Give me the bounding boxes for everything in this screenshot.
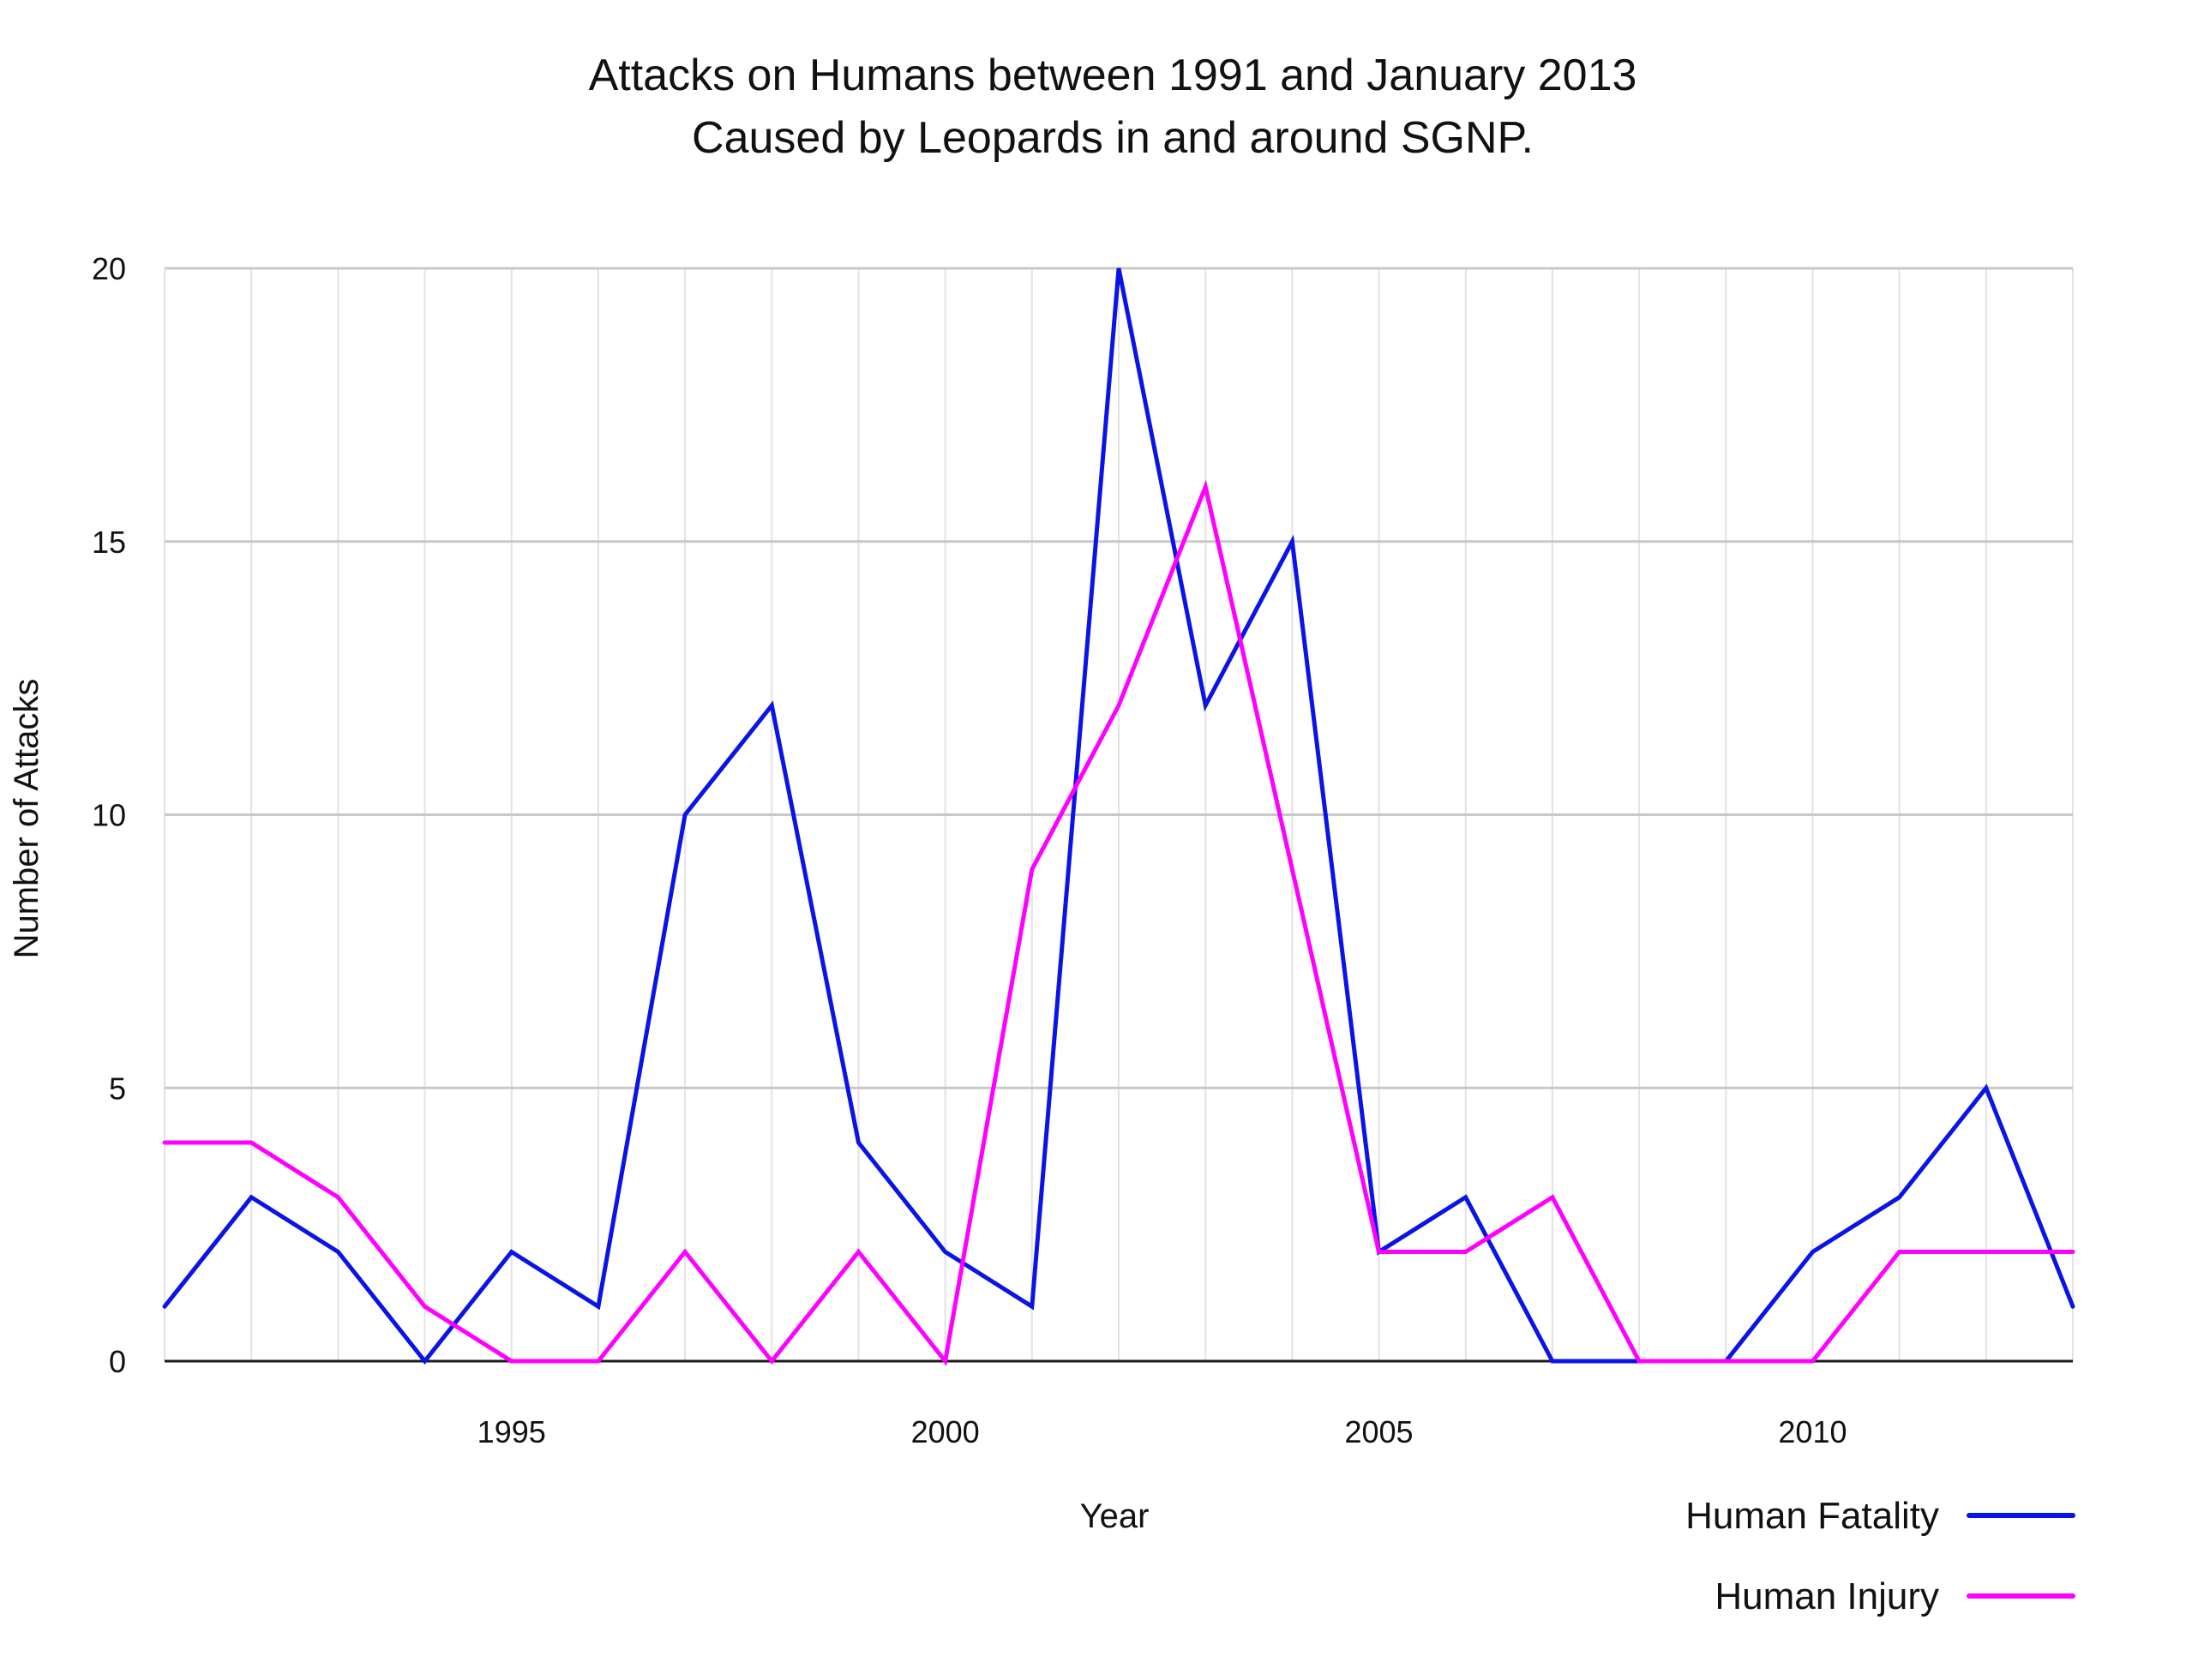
- y-tick-label: 0: [109, 1344, 126, 1379]
- legend-label: Human Injury: [1715, 1575, 1939, 1617]
- y-tick-label: 20: [92, 251, 126, 286]
- y-axis-ticks: 0 5 10 15 20: [92, 251, 126, 1379]
- x-tick-label: 2000: [911, 1414, 980, 1449]
- series-line-human-fatality: [162, 267, 2075, 1365]
- series-lines: [162, 267, 2075, 1366]
- y-tick-label: 5: [109, 1071, 126, 1106]
- series-line-human-injury: [162, 479, 2075, 1366]
- x-axis-ticks: 1995 2000 2005 2010: [477, 1414, 1847, 1449]
- x-tick-label: 2010: [1778, 1414, 1847, 1449]
- y-tick-label: 15: [92, 525, 126, 560]
- x-tick-label: 1995: [477, 1414, 546, 1449]
- legend-label: Human Fatality: [1685, 1495, 1939, 1537]
- x-axis-label: Year: [1080, 1497, 1150, 1535]
- y-tick-label: 10: [92, 798, 126, 833]
- chart-title-line-1: Attacks on Humans between 1991 and Janua…: [589, 51, 1637, 100]
- y-axis-label: Number of Attacks: [8, 679, 45, 959]
- chart-title-line-2: Caused by Leopards in and around SGNP.: [692, 113, 1534, 163]
- grid-lines: [164, 267, 2074, 1363]
- legend: Human Fatality Human Injury: [1685, 1495, 2075, 1617]
- x-tick-label: 2005: [1344, 1414, 1413, 1449]
